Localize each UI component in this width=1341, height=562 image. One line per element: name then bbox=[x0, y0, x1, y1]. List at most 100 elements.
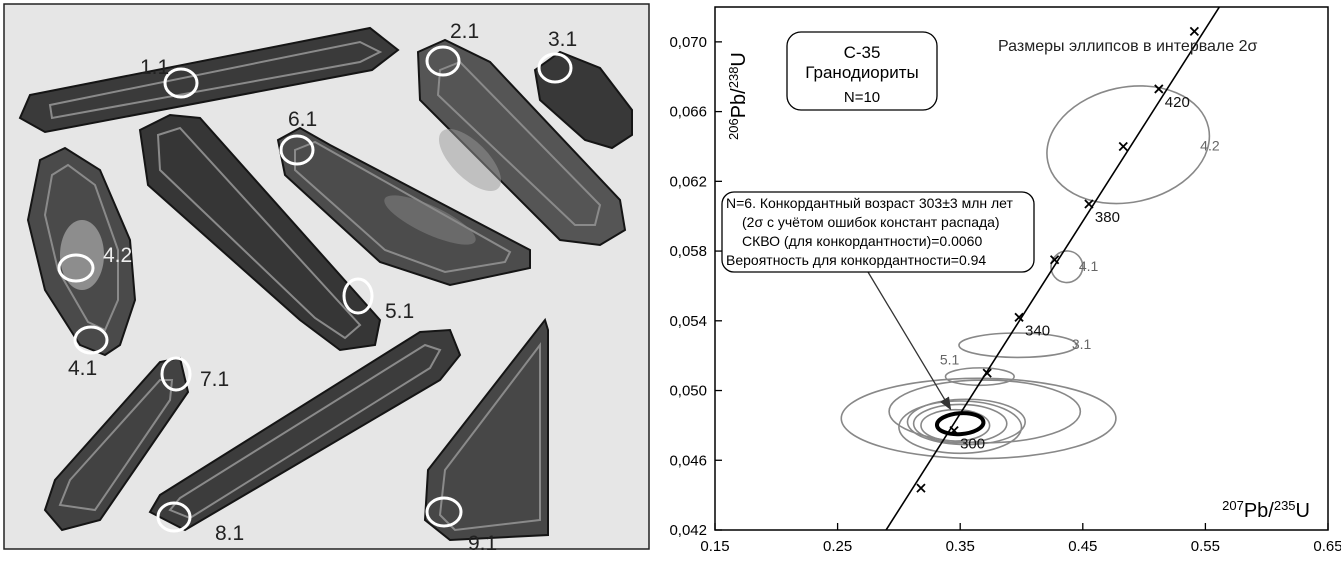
spot-4-2 bbox=[57, 253, 95, 283]
sample-rock: Гранодиориты bbox=[805, 63, 918, 82]
spot-label-7-1: 7.1 bbox=[200, 368, 229, 391]
annotation-line-3: СКВО (для конкордантности)=0.0060 bbox=[742, 233, 982, 249]
y-tick-label: 0,066 bbox=[669, 104, 707, 121]
x-tick-label: 0.25 bbox=[823, 538, 852, 555]
age-label: 300 bbox=[960, 436, 985, 453]
annotation-line-2: (2σ с учётом ошибок констант распада) bbox=[742, 214, 1000, 230]
spot-label-6-1: 6.1 bbox=[288, 108, 317, 131]
spot-5-1 bbox=[342, 277, 374, 315]
spot-1-1 bbox=[163, 67, 199, 99]
spot-6-1 bbox=[279, 134, 315, 166]
sample-box: С-35 Гранодиориты N=10 bbox=[786, 31, 938, 111]
age-mark-stroke bbox=[1049, 255, 1060, 265]
age-mark bbox=[1084, 199, 1094, 209]
error-ellipse bbox=[898, 400, 1023, 455]
crystal-7 bbox=[43, 356, 190, 532]
spot-labels: 1.1 2.1 3.1 6.1 4.2 5.1 4.1 7.1 8.1 9.1 bbox=[68, 20, 577, 555]
age-mark bbox=[949, 425, 959, 436]
x-axis-label: 207Pb/235U bbox=[1222, 498, 1310, 523]
age-mark-stroke bbox=[1118, 141, 1128, 152]
annotation-line-1: N=6. Конкордантный возраст 303±3 млн лет bbox=[726, 195, 1013, 211]
annotation-arrow bbox=[867, 271, 952, 411]
spot-2-1 bbox=[425, 45, 461, 77]
spot-label-1-1: 1.1 bbox=[140, 56, 169, 79]
age-mark bbox=[1014, 312, 1024, 322]
x-tick-label: 0.45 bbox=[1068, 538, 1097, 555]
age-mark-stroke bbox=[1014, 312, 1024, 322]
age-labels: 300 340 380 420 bbox=[960, 94, 1190, 453]
y-tick-label: 0,042 bbox=[669, 522, 707, 539]
crystal-6-core bbox=[384, 195, 476, 245]
y-axis-label: 206Pb/238U bbox=[726, 52, 751, 140]
y-axis: 0,042 0,046 0,050 0,054 0,058 0,062 0,066 0,070 bbox=[669, 34, 722, 539]
crystal-2-core bbox=[438, 128, 502, 192]
sample-count: N=10 bbox=[844, 89, 880, 106]
concordia-chart: 0,042 0,046 0,050 0,054 0,058 0,062 0,066 0,070… bbox=[669, 6, 1341, 555]
spot-label-9-1: 9.1 bbox=[468, 532, 497, 555]
concordant-ellipse bbox=[934, 411, 986, 437]
age-mark-stroke bbox=[1154, 84, 1164, 94]
ellipse-label: 4.2 bbox=[1200, 138, 1220, 154]
sample-box-frame bbox=[786, 31, 938, 111]
age-mark-stroke bbox=[1189, 26, 1200, 37]
age-label: 340 bbox=[1025, 322, 1050, 339]
error-ellipse bbox=[1046, 85, 1211, 205]
age-mark bbox=[1049, 255, 1060, 265]
spot-label-5-1: 5.1 bbox=[385, 300, 414, 323]
spot-label-8-1: 8.1 bbox=[215, 522, 244, 545]
age-mark-stroke bbox=[916, 483, 926, 493]
zircon-image-panel: 1.1 2.1 3.1 6.1 4.2 5.1 4.1 7.1 8.1 9.1 bbox=[3, 3, 650, 555]
age-mark-stroke bbox=[949, 425, 959, 436]
spot-7-1 bbox=[160, 356, 192, 392]
y-tick-label: 0,070 bbox=[669, 34, 707, 51]
age-mark bbox=[916, 483, 926, 493]
age-mark bbox=[1154, 84, 1164, 94]
annotation-line-4: Вероятность для конкордантности=0.94 bbox=[726, 252, 986, 268]
concordia-age-marks bbox=[916, 26, 1200, 493]
crystal-8 bbox=[148, 328, 462, 532]
analysis-spots bbox=[57, 45, 573, 533]
ellipse-label: 4.1 bbox=[1079, 258, 1099, 274]
error-ellipse bbox=[920, 408, 991, 442]
age-mark bbox=[982, 368, 992, 378]
sample-id: С-35 bbox=[844, 43, 881, 62]
x-tick-label: 0.35 bbox=[946, 538, 975, 555]
spot-9-1 bbox=[425, 496, 463, 528]
y-tick-label: 0,054 bbox=[669, 313, 707, 330]
age-mark-stroke bbox=[1084, 199, 1094, 209]
x-tick-label: 0.15 bbox=[700, 538, 729, 555]
age-mark bbox=[1118, 141, 1128, 152]
concordant-age-box: N=6. Конкордантный возраст 303±3 млн лет… bbox=[721, 191, 1035, 273]
annotation-frame bbox=[721, 191, 1035, 273]
spot-label-4-2: 4.2 bbox=[103, 244, 132, 267]
ellipse-label: 3.1 bbox=[1072, 336, 1092, 352]
x-tick-label: 0.65 bbox=[1313, 538, 1341, 555]
error-ellipse bbox=[906, 398, 1026, 446]
age-mark-stroke bbox=[982, 368, 992, 378]
y-tick-label: 0,062 bbox=[669, 173, 707, 190]
error-ellipse bbox=[840, 377, 1117, 460]
age-label: 420 bbox=[1165, 94, 1190, 111]
spot-label-2-1: 2.1 bbox=[450, 20, 479, 43]
age-label: 380 bbox=[1095, 209, 1120, 226]
x-axis: 0.15 0.25 0.35 0.45 0.55 0.65 bbox=[700, 523, 1341, 555]
error-ellipse bbox=[1050, 250, 1084, 284]
spot-4-1 bbox=[73, 325, 109, 355]
y-tick-label: 0,046 bbox=[669, 452, 707, 469]
spot-3-1 bbox=[537, 52, 573, 84]
error-ellipse bbox=[912, 403, 1008, 444]
y-tick-label: 0,058 bbox=[669, 243, 707, 260]
ellipse-note: Размеры эллипсов в интервале 2σ bbox=[998, 38, 1258, 55]
age-mark bbox=[1189, 26, 1200, 37]
crystal-5 bbox=[138, 113, 382, 352]
ellipse-label: 5.1 bbox=[940, 352, 960, 368]
concordia-curve bbox=[885, 7, 1221, 530]
plot-frame bbox=[714, 6, 1329, 531]
spot-8-1 bbox=[156, 501, 192, 533]
spot-label-3-1: 3.1 bbox=[548, 28, 577, 51]
error-ellipse bbox=[944, 367, 1015, 387]
spot-label-4-1: 4.1 bbox=[68, 357, 97, 380]
error-ellipses bbox=[840, 85, 1211, 460]
x-tick-label: 0.55 bbox=[1191, 538, 1220, 555]
